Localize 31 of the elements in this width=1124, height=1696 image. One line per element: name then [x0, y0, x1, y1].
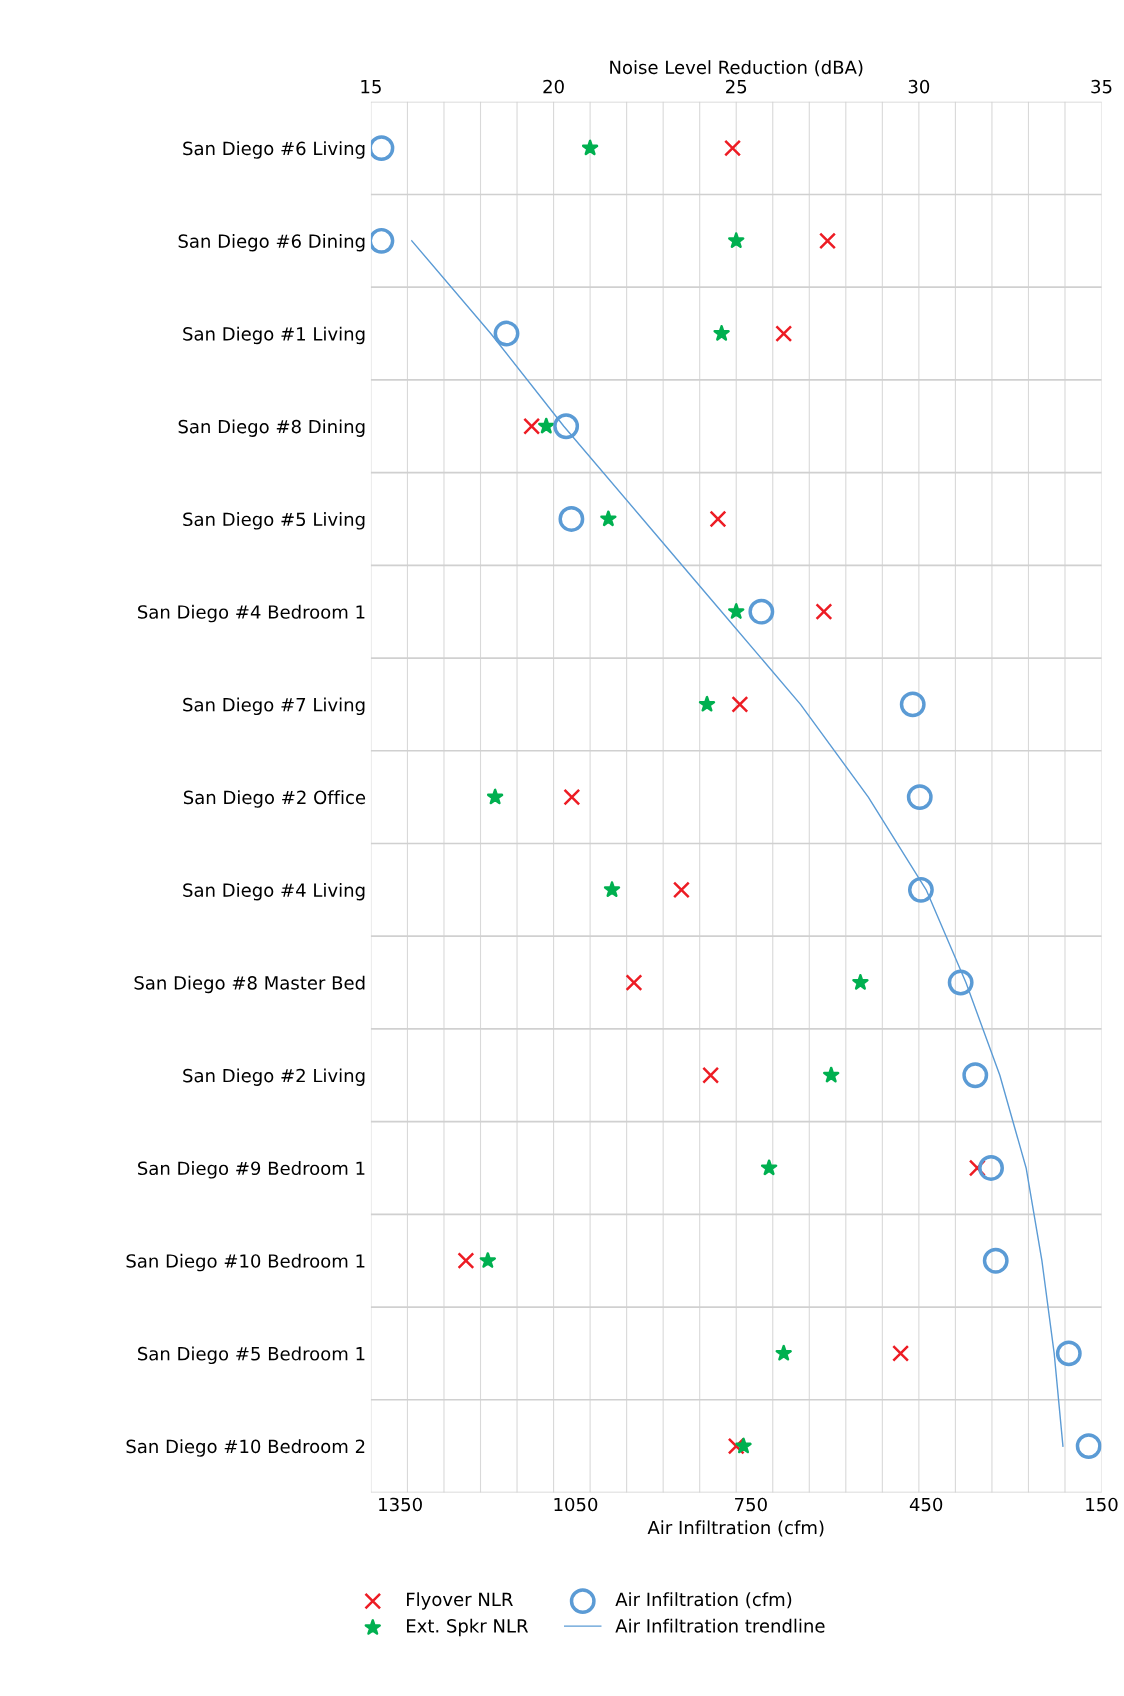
y-tick-label: San Diego #8 Dining	[178, 419, 365, 437]
y-tick-label: San Diego #4 Bedroom 1	[138, 604, 365, 623]
y-tick-label: San Diego #7 Living	[183, 697, 365, 716]
y-tick-label: San Diego #2 Living	[183, 1068, 365, 1086]
legend-label: Flyover NLR	[407, 1592, 513, 1610]
x-axis-title: Air Infiltration (cfm)	[647, 1520, 824, 1537]
x-tick-label: 750	[735, 1497, 767, 1512]
legend-label: Air Infiltration (cfm)	[615, 1592, 792, 1609]
y-tick-label: San Diego #6 Living	[183, 141, 365, 159]
x-tick-label: 1050	[554, 1497, 598, 1512]
x-tick-label: 1350	[379, 1497, 422, 1512]
legend-label: Air Infiltration trendline	[615, 1618, 825, 1633]
x-tick-label: 450	[909, 1497, 943, 1512]
x-tick-label: 150	[1086, 1497, 1118, 1512]
y-tick-label: San Diego #1 Living	[183, 326, 365, 345]
legend-label: Ext. Spkr NLR	[407, 1618, 529, 1637]
y-tick-label: San Diego #5 Bedroom 1	[138, 1346, 365, 1365]
x2-tick-label: 20	[543, 79, 564, 94]
y-tick-label: San Diego #10 Bedroom 1	[126, 1253, 365, 1272]
y-tick-label: San Diego #5 Living	[183, 512, 365, 530]
x2-tick-label: 30	[908, 79, 930, 94]
x2-tick-label: 25	[726, 79, 747, 94]
x2-axis-title: Noise Level Reduction (dBA)	[610, 60, 863, 77]
y-tick-label: San Diego #2 Office	[183, 790, 366, 808]
x2-tick-label: 15	[361, 79, 381, 94]
y-tick-label: San Diego #8 Master Bed	[134, 975, 365, 994]
y-tick-label: San Diego #4 Living	[183, 882, 365, 901]
y-tick-label: San Diego #9 Bedroom 1	[138, 1161, 365, 1179]
x2-tick-label: 35	[1091, 79, 1112, 94]
y-tick-label: San Diego #10 Bedroom 2	[126, 1439, 365, 1457]
y-tick-label: San Diego #6 Dining	[178, 233, 365, 252]
